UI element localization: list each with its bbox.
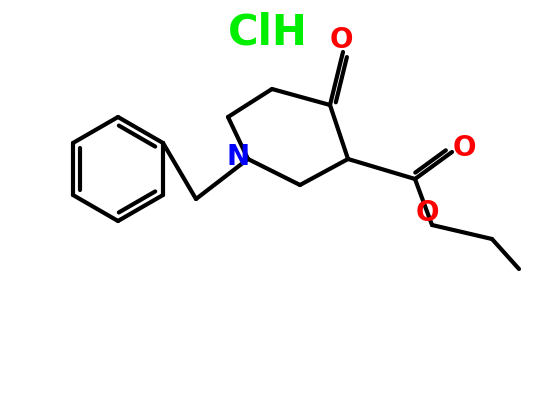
Text: O: O bbox=[415, 199, 439, 227]
Text: ClH: ClH bbox=[228, 11, 308, 53]
Text: N: N bbox=[226, 143, 250, 171]
Text: O: O bbox=[329, 26, 353, 54]
Text: O: O bbox=[452, 134, 476, 162]
